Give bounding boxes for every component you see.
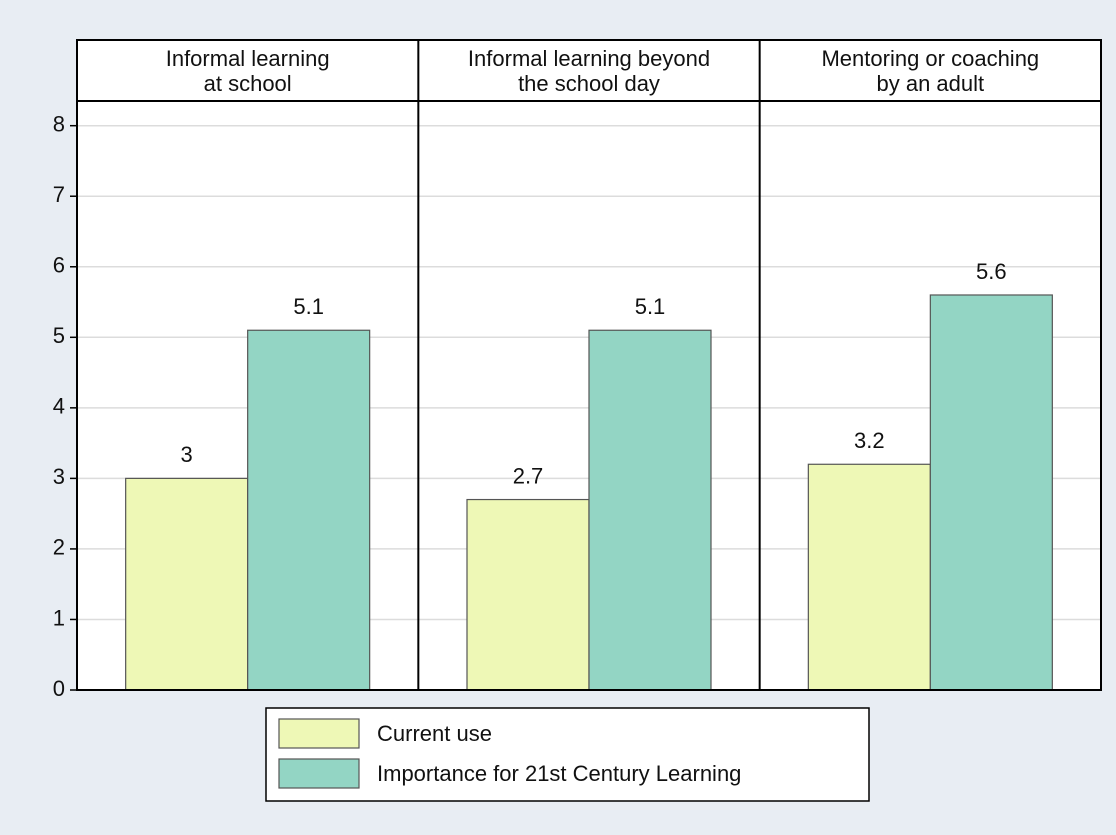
y-tick-label: 4 <box>53 394 65 419</box>
y-tick-label: 2 <box>53 535 65 560</box>
value-label: 3 <box>181 442 193 467</box>
value-label: 5.1 <box>635 294 666 319</box>
bar <box>929 294 1053 691</box>
panel-title: Mentoring or coaching by an adult <box>821 46 1039 96</box>
y-tick-label: 1 <box>53 605 65 630</box>
value-label: 3.2 <box>854 428 885 453</box>
bar <box>247 329 371 691</box>
y-tick-label: 5 <box>53 323 65 348</box>
y-tick-label: 7 <box>53 182 65 207</box>
bar <box>588 329 712 691</box>
y-tick-label: 0 <box>53 676 65 701</box>
bar <box>125 477 249 691</box>
y-tick-label: 8 <box>53 112 65 137</box>
legend-box <box>265 707 870 802</box>
legend-label: Current use <box>377 721 492 746</box>
legend-swatch <box>278 718 360 749</box>
y-tick-label: 6 <box>53 253 65 278</box>
bar <box>466 498 590 691</box>
panel-title: Informal learning beyond the school day <box>468 46 710 96</box>
value-label: 2.7 <box>513 463 544 488</box>
value-label: 5.1 <box>293 294 324 319</box>
plot-border <box>76 39 1102 691</box>
panel-title: Informal learning at school <box>166 46 330 96</box>
legend-swatch <box>278 758 360 789</box>
y-tick-label: 3 <box>53 464 65 489</box>
bar <box>807 463 931 691</box>
value-label: 5.6 <box>976 259 1007 284</box>
legend-label: Importance for 21st Century Learning <box>377 761 741 786</box>
